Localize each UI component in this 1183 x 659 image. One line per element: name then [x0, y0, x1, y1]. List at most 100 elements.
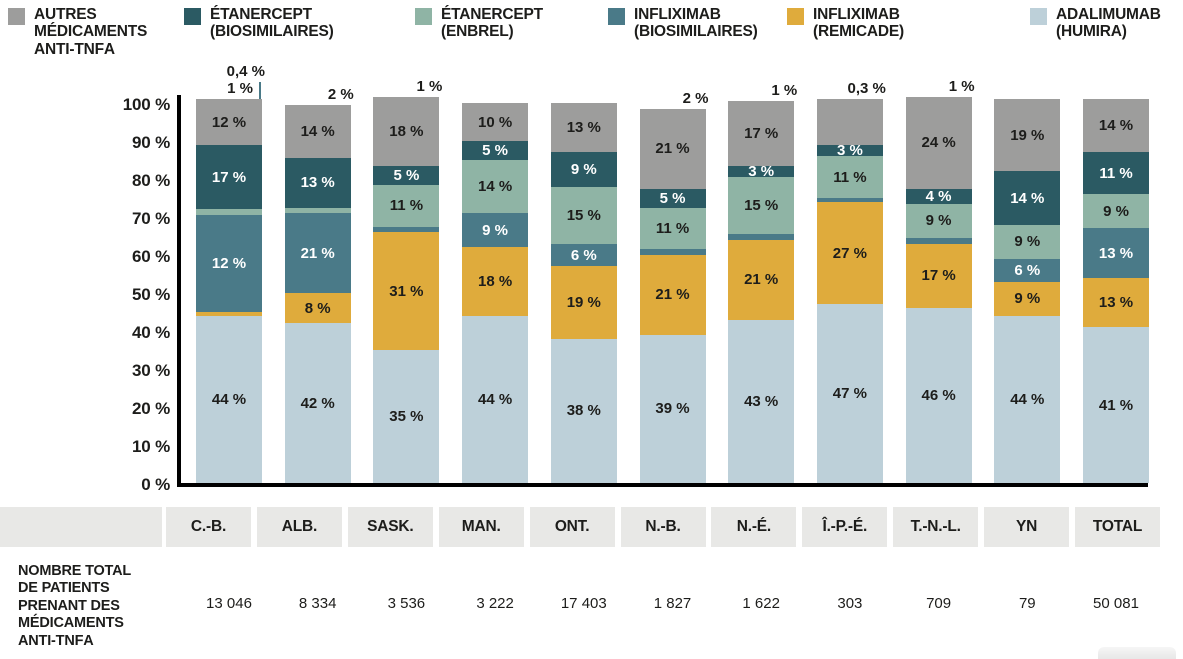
x-label-text: N.-B.	[645, 518, 681, 535]
segment-value-label: 44 %	[211, 390, 247, 408]
segment-value-label: 41 %	[1098, 396, 1134, 414]
segment-value-label: 21 %	[655, 286, 690, 304]
legend-swatch-humira	[1030, 8, 1047, 25]
segment-autres: 18 %	[373, 97, 440, 166]
segment-value-label: 9 %	[482, 221, 509, 239]
y-tick: 40 %	[132, 323, 170, 342]
y-tick: 70 %	[132, 209, 170, 228]
total-patients-value: 709	[926, 595, 952, 612]
segment-infliximab_biosim: 13 %	[1083, 228, 1149, 278]
segment-infliximab_biosim	[373, 226, 440, 233]
segment-remicade: 8 %	[284, 293, 351, 324]
segment-autres: 10 %	[462, 103, 529, 142]
y-tick: 80 %	[132, 171, 170, 190]
segment-value-label: 4 %	[925, 187, 952, 205]
callout-label-infliximab_biosim: 0,3 %	[847, 80, 886, 98]
total-patients-value: 17 403	[560, 595, 607, 612]
x-label-Î.-P.-É.: Î.-P.-É.	[802, 507, 888, 547]
segment-enbrel: 9 %	[994, 224, 1061, 259]
x-label-text: ALB.	[281, 518, 318, 535]
total-patients-value: 303	[837, 595, 863, 612]
segment-value-label: 44 %	[477, 390, 513, 408]
callout-label-enbrel: 2 %	[327, 85, 354, 103]
segment-value-label: 13 %	[566, 119, 601, 137]
segment-value-label: 17 %	[211, 168, 247, 186]
segment-value-label: 13 %	[1098, 293, 1134, 311]
segment-value-label: 44 %	[1010, 390, 1045, 408]
bar-T.-N.-L.: 46 % 17 % 1 % 9 % 4 % 24 %	[905, 79, 975, 483]
segment-etanercept_biosim: 5 %	[462, 141, 529, 161]
segment-autres	[816, 99, 883, 145]
y-tick: 90 %	[132, 133, 170, 152]
segment-autres: 13 %	[550, 103, 617, 153]
legend-item-infliximab_biosim: INFLIXIMAB (BIOSIMILAIRES)	[608, 6, 758, 41]
segment-enbrel	[284, 207, 351, 214]
segment-value-label: 31 %	[389, 282, 424, 300]
segment-value-label: 21 %	[744, 271, 779, 289]
segment-remicade: 21 %	[728, 239, 795, 320]
total-patients-value: 8 334	[298, 595, 337, 612]
segment-value-label: 39 %	[655, 400, 690, 418]
segment-etanercept_biosim: 5 %	[373, 165, 440, 185]
legend-item-humira: ADALIMUMAB (HUMIRA)	[1030, 6, 1161, 41]
segment-value-label: 3 %	[748, 162, 775, 180]
bar-Î.-P.-É.: 47 % 27 % 0,3 % 11 % 3 %	[816, 81, 886, 483]
y-tick: 0 %	[141, 475, 170, 494]
legend-swatch-enbrel	[415, 8, 432, 25]
callout-label-remicade: 1 %	[227, 80, 253, 98]
y-tick: 60 %	[132, 247, 170, 266]
corner-tab	[1098, 647, 1176, 659]
x-label-ONT.: ONT.	[529, 507, 615, 547]
legend-label: ÉTANERCEPT (ENBREL)	[441, 6, 543, 41]
segment-remicade: 19 %	[550, 266, 617, 339]
total-patients-value: 50 081	[1093, 595, 1139, 612]
x-label-YN: YN	[984, 507, 1070, 547]
x-label-SASK.: SASK.	[347, 507, 433, 547]
segment-value-label: 14 %	[1010, 189, 1045, 207]
segment-enbrel: 9 %	[905, 203, 972, 238]
segment-infliximab_biosim	[816, 198, 883, 202]
y-tick: 10 %	[132, 437, 170, 456]
bar-ONT.: 38 % 19 % 6 % 15 % 9 % 13 %	[550, 103, 617, 483]
segment-humira: 44 %	[196, 315, 262, 483]
legend-label: AUTRES MÉDICAMENTS ANTI-TNFα	[34, 6, 148, 58]
legend-item-remicade: INFLIXIMAB (REMICADE)	[787, 6, 904, 41]
band-cell-empty	[0, 507, 162, 547]
segment-humira: 43 %	[728, 319, 795, 483]
segment-humira: 44 %	[994, 315, 1061, 483]
segment-humira: 44 %	[462, 315, 529, 483]
x-label-text: ONT.	[554, 518, 590, 535]
segment-value-label: 19 %	[1010, 126, 1045, 144]
segment-etanercept_biosim: 3 %	[816, 142, 883, 160]
segment-humira: 38 %	[550, 338, 617, 483]
segment-etanercept_biosim: 4 %	[905, 187, 972, 205]
segment-value-label: 21 %	[655, 140, 690, 158]
total-patients-value: 3 536	[387, 595, 426, 612]
y-tick: 100 %	[122, 95, 170, 114]
segment-infliximab_biosim	[905, 237, 972, 244]
segment-etanercept_biosim: 13 %	[284, 158, 351, 208]
total-patients-value: 3 222	[476, 595, 514, 612]
x-label-N.-B.: N.-B.	[620, 507, 706, 547]
x-label-N.-É.: N.-É.	[711, 507, 797, 547]
segment-value-label: 13 %	[300, 174, 335, 192]
segment-value-label: 35 %	[389, 407, 424, 425]
segment-remicade: 31 %	[373, 232, 440, 350]
x-label-ALB.: ALB.	[256, 507, 342, 547]
segment-value-label: 19 %	[566, 294, 601, 312]
segment-value-label: 6 %	[570, 246, 597, 264]
legend-swatch-etanercept_biosim	[184, 8, 201, 25]
segment-enbrel: 11 %	[639, 207, 706, 250]
segment-value-label: 9 %	[1103, 202, 1129, 220]
total-patients-value: 1 827	[653, 595, 692, 612]
legend-label: INFLIXIMAB (BIOSIMILAIRES)	[634, 6, 758, 41]
segment-infliximab_biosim: 12 %	[196, 214, 262, 312]
segment-value-label: 3 %	[836, 142, 863, 160]
segment-autres: 14 %	[1083, 99, 1149, 153]
segment-value-label: 5 %	[393, 166, 420, 184]
legend-swatch-autres	[8, 8, 25, 25]
y-tick: 30 %	[132, 361, 170, 380]
legend-item-autres: AUTRES MÉDICAMENTS ANTI-TNFα	[8, 6, 147, 58]
bar-YN: 44 % 9 % 6 % 9 % 14 % 19 %	[994, 99, 1061, 483]
segment-value-label: 10 %	[477, 113, 513, 131]
